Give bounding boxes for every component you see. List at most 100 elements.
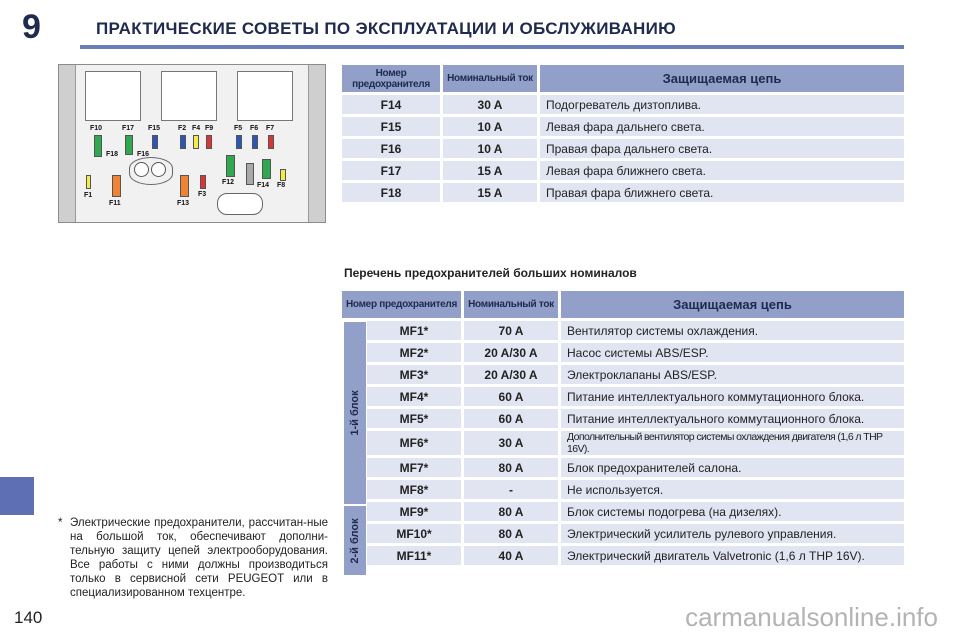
- fuse-f5: [236, 135, 242, 149]
- rated-current: 15 A: [443, 161, 540, 180]
- fuse-label: F16: [137, 151, 150, 158]
- table-row: MF3* 20 A/30 A Электроклапаны ABS/ESP.: [342, 365, 904, 384]
- rated-current: 80 A: [464, 458, 561, 477]
- block-2-label-text: 2-й блок: [349, 517, 361, 564]
- fuse-f13: [180, 175, 189, 197]
- fuse-number: MF2*: [367, 343, 464, 362]
- table-header-row: Номер предохранителя Номинальный ток Защ…: [342, 291, 904, 318]
- table-row: F17 15 A Левая фара ближнего света.: [342, 161, 904, 180]
- fuse-f15: [152, 135, 158, 149]
- block-1-label: 1-й блок: [344, 322, 366, 504]
- footnote: * Электрические предохранители, рассчита…: [58, 516, 328, 600]
- relay-1: [85, 71, 141, 121]
- rated-current: 20 A/30 A: [464, 365, 561, 384]
- fuse-f17: [125, 135, 133, 155]
- mounting-oval: [217, 193, 263, 215]
- fuse-number: MF11*: [367, 546, 464, 565]
- fuse-number: MF4*: [367, 387, 464, 406]
- table-row: MF8* - Не используется.: [342, 480, 904, 499]
- fuse-label: F12: [222, 179, 235, 186]
- fuse-grey: [246, 163, 254, 185]
- fuse-label: F13: [177, 200, 190, 207]
- fuse-label: F3: [198, 191, 207, 198]
- chapter-title: ПРАКТИЧЕСКИЕ СОВЕТЫ ПО ЭКСПЛУАТАЦИИ И ОБ…: [96, 19, 676, 38]
- fuse-box-diagram: F10 F17 F15 F2 F4 F9 F5 F6 F7 F18 F16 F1…: [58, 64, 326, 223]
- block-1-label-text: 1-й блок: [349, 390, 361, 436]
- rated-current: 10 A: [443, 117, 540, 136]
- table-row: MF9* 80 A Блок системы подогрева (на диз…: [342, 502, 904, 521]
- rated-current: 80 A: [464, 524, 561, 543]
- protected-circuit: Подогреватель дизтоплива.: [540, 95, 904, 114]
- fuse-f1: [86, 175, 91, 189]
- fuse-label: F5: [234, 125, 243, 132]
- watermark: carmanualsonline.info: [685, 602, 938, 632]
- rated-current: 60 A: [464, 387, 561, 406]
- rated-current: 70 A: [464, 321, 561, 340]
- diagram-right-rail: [308, 65, 325, 222]
- fuse-table-high-rating: Номер предохранителя Номинальный ток Защ…: [342, 288, 904, 568]
- fuse-label: F10: [90, 125, 103, 132]
- protected-circuit: Электроклапаны ABS/ESP.: [561, 365, 904, 384]
- rated-current: 60 A: [464, 409, 561, 428]
- fuse-f4: [193, 135, 199, 149]
- mounting-oval: [129, 157, 173, 185]
- header-fuse-number: Номер предохранителя: [342, 65, 443, 92]
- fuse-number: MF6*: [367, 431, 464, 455]
- table-row: F16 10 A Правая фара дальнего света.: [342, 139, 904, 158]
- fuse-number: MF8*: [367, 480, 464, 499]
- rated-current: 80 A: [464, 502, 561, 521]
- protected-circuit: Дополнительный вентилятор системы охлажд…: [561, 431, 904, 455]
- fuse-table-small: Номер предохранителя Номинальный ток Защ…: [342, 62, 904, 205]
- section-title: Перечень предохранителей больших номинал…: [344, 266, 637, 280]
- protected-circuit: Правая фара дальнего света.: [540, 139, 904, 158]
- header-protected-circuit: Защищаемая цепь: [561, 291, 904, 318]
- relay-3: [237, 71, 293, 121]
- table-row: MF10* 80 A Электрический усилитель рулев…: [342, 524, 904, 543]
- rated-current: 40 A: [464, 546, 561, 565]
- protected-circuit: Электрический усилитель рулевого управле…: [561, 524, 904, 543]
- fuse-number: MF7*: [367, 458, 464, 477]
- fuse-f3: [200, 175, 206, 189]
- header-rule: [80, 45, 904, 49]
- fuse-label: F2: [178, 125, 187, 132]
- rated-current: -: [464, 480, 561, 499]
- fuse-number: F18: [342, 183, 443, 202]
- protected-circuit: Не используется.: [561, 480, 904, 499]
- protected-circuit: Электрический двигатель Valvetronic (1,6…: [561, 546, 904, 565]
- fuse-number: MF1*: [367, 321, 464, 340]
- protected-circuit: Левая фара дальнего света.: [540, 117, 904, 136]
- fuse-number: MF9*: [367, 502, 464, 521]
- protected-circuit: Питание интеллектуального коммутационног…: [561, 409, 904, 428]
- fuse-label: F11: [109, 200, 121, 207]
- table-row: F18 15 A Правая фара ближнего света.: [342, 183, 904, 202]
- table-row: MF7* 80 A Блок предохранителей салона.: [342, 458, 904, 477]
- chapter-number: 9: [22, 8, 41, 46]
- fuse-number: MF5*: [367, 409, 464, 428]
- fuse-label: F14: [257, 182, 270, 189]
- table-row: F15 10 A Левая фара дальнего света.: [342, 117, 904, 136]
- rated-current: 30 A: [443, 95, 540, 114]
- fuse-label: F17: [122, 125, 135, 132]
- fuse-number: F16: [342, 139, 443, 158]
- fuse-number: F15: [342, 117, 443, 136]
- fuse-number: MF10*: [367, 524, 464, 543]
- fuse-f7: [268, 135, 274, 149]
- table-row: MF11* 40 A Электрический двигатель Valve…: [342, 546, 904, 565]
- table-row: MF6* 30 A Дополнительный вентилятор сист…: [342, 431, 904, 455]
- fuse-f8: [280, 169, 286, 181]
- diagram-left-rail: [59, 65, 76, 222]
- block-2-label: 2-й блок: [344, 506, 366, 575]
- protected-circuit: Вентилятор системы охлаждения.: [561, 321, 904, 340]
- protected-circuit: Блок предохранителей салона.: [561, 458, 904, 477]
- table-row: MF2* 20 A/30 A Насос системы ABS/ESP.: [342, 343, 904, 362]
- protected-circuit: Левая фара ближнего света.: [540, 161, 904, 180]
- fuse-f11: [112, 175, 121, 197]
- fuse-label: F6: [250, 125, 259, 132]
- table-row: MF4* 60 A Питание интеллектуального комм…: [342, 387, 904, 406]
- footnote-star: *: [58, 517, 63, 529]
- table-row: MF5* 60 A Питание интеллектуального комм…: [342, 409, 904, 428]
- page-number: 140: [14, 608, 43, 627]
- fuse-label: F9: [205, 125, 214, 132]
- fuse-label: F18: [106, 151, 119, 158]
- fuse-label: F8: [277, 182, 286, 189]
